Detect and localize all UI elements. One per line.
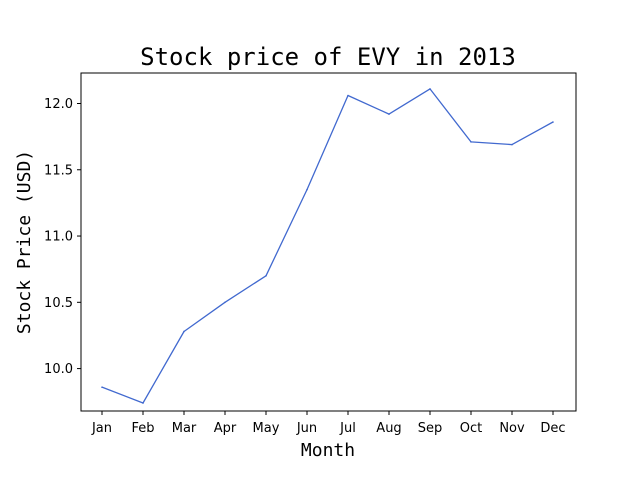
x-tick-label: Jan bbox=[91, 421, 112, 436]
data-point bbox=[183, 330, 185, 333]
series-group bbox=[101, 88, 554, 404]
plot-frame bbox=[80, 72, 577, 412]
x-tick-label: Feb bbox=[131, 421, 154, 436]
x-tick-label: Oct bbox=[460, 421, 482, 436]
x-tick-label: Sep bbox=[418, 421, 443, 436]
data-point bbox=[306, 188, 308, 191]
data-point bbox=[388, 113, 390, 115]
data-point bbox=[511, 143, 513, 146]
x-tick-label: Apr bbox=[214, 421, 237, 436]
x-tick-label: May bbox=[253, 421, 280, 436]
x-tick-label: Dec bbox=[540, 421, 565, 436]
data-point bbox=[470, 141, 472, 143]
x-axis: Jan Feb Mar Apr May Jun Jul Aug Sep Oct Nov Dec bbox=[91, 411, 566, 436]
data-point bbox=[552, 121, 554, 123]
x-tick-label: Aug bbox=[376, 421, 401, 436]
y-tick-label: 10.0 bbox=[44, 362, 73, 377]
y-tick-label: 10.5 bbox=[44, 296, 73, 311]
x-tick-label: Mar bbox=[172, 421, 197, 436]
data-point bbox=[265, 275, 267, 277]
y-tick-label: 11.0 bbox=[44, 230, 73, 245]
y-axis: 10.0 10.5 11.0 11.5 12.0 bbox=[44, 97, 81, 377]
series-line bbox=[101, 88, 554, 404]
data-point bbox=[224, 301, 226, 304]
data-point bbox=[101, 386, 103, 388]
x-axis-label: Month bbox=[301, 440, 355, 461]
data-point bbox=[429, 88, 431, 90]
x-tick-label: Jul bbox=[339, 421, 356, 436]
data-point bbox=[347, 94, 349, 97]
x-tick-label: Jun bbox=[296, 421, 317, 436]
y-tick-label: 11.5 bbox=[44, 163, 73, 178]
y-tick-label: 12.0 bbox=[44, 97, 73, 112]
chart-title: Stock price of EVY in 2013 bbox=[140, 43, 516, 71]
x-tick-label: Nov bbox=[499, 421, 525, 436]
data-point bbox=[142, 402, 144, 404]
y-axis-label: Stock Price (USD) bbox=[14, 150, 35, 334]
